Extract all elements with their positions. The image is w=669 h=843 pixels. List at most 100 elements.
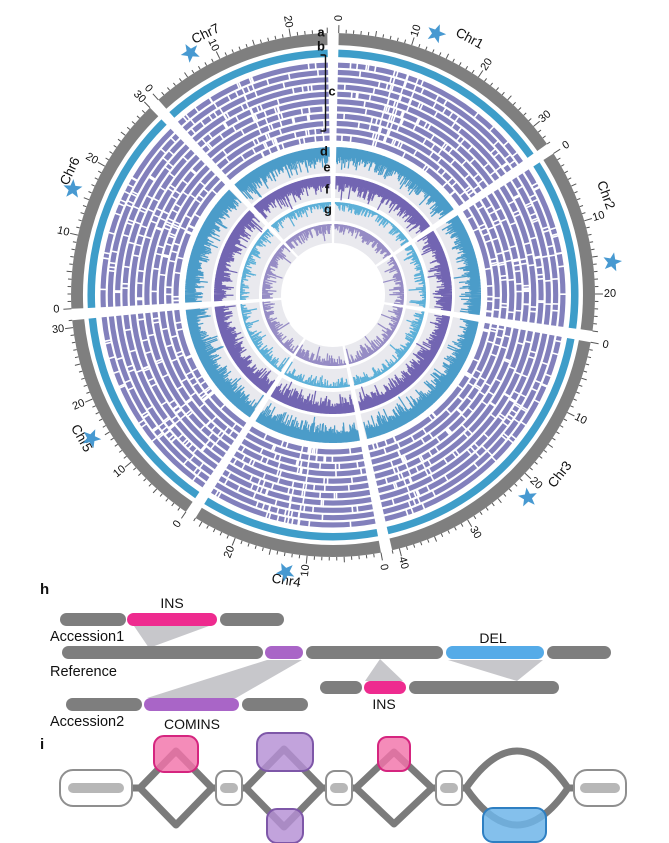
chromosome-sector-Chr4: 0 10 20 Chr4 (193, 339, 390, 590)
accession-ring (100, 128, 175, 308)
ideogram-ring (195, 507, 381, 558)
star-marker (180, 44, 200, 63)
histogram-track-e (417, 230, 453, 312)
node-sequence-bar (68, 783, 124, 793)
node-sequence-bar (580, 783, 620, 793)
sv-dash-marks (214, 433, 363, 528)
accession-ring (493, 189, 529, 322)
star-marker (603, 252, 623, 272)
node-sequence-bar (220, 783, 238, 793)
chromosome-label: Chr1 (453, 25, 486, 52)
tick-label: 0 (171, 518, 184, 530)
tick-label: 30 (51, 323, 65, 336)
histogram-track-e (213, 210, 263, 302)
histogram-track-g (262, 301, 299, 354)
sv-dash-marks (99, 137, 218, 302)
histogram-track-d (185, 308, 265, 418)
histogram-track-f (270, 201, 332, 233)
ideogram-ring (72, 319, 193, 512)
tick-label: 10 (111, 463, 128, 480)
histogram-track-g (345, 305, 403, 365)
panel-h-label: h (40, 581, 49, 598)
accession2-insertion-segment (364, 681, 406, 694)
panel-i-label: i (40, 736, 44, 753)
accession-ring (137, 154, 200, 306)
star-marker (517, 487, 537, 507)
node-sequence-bar (440, 783, 458, 793)
ins-alignment-triangle (134, 626, 209, 648)
accession-ring (226, 135, 330, 180)
accession-ring (226, 463, 371, 499)
tick-label: 10 (299, 564, 312, 577)
panel-h-sv-diagram: h INS Accession1 Reference DEL INS Acces… (40, 581, 611, 732)
track-c-bracket (320, 54, 327, 132)
chromosome-label: Chr2 (594, 179, 618, 212)
tick-marks (193, 517, 383, 564)
accession-ring (234, 451, 368, 484)
accession2-segment (242, 698, 308, 711)
tick-label: 10 (572, 411, 588, 427)
histogram-track-f (352, 311, 425, 386)
ideogram-ring (71, 107, 159, 309)
star-marker (82, 429, 102, 449)
track-f-background (349, 308, 425, 386)
histogram-track-g (261, 244, 292, 300)
synteny-ring (87, 119, 167, 309)
chromosome-label: Chr6 (57, 155, 83, 188)
track-f-background (240, 302, 292, 372)
accession-ring (241, 438, 365, 470)
tick-label: 30 (536, 108, 553, 125)
synteny-ring (204, 497, 378, 541)
sv-dash-marks (371, 327, 562, 516)
tick-marks (63, 101, 151, 310)
chromosome-sector-Chr2: 0 10 20 Chr2 (376, 139, 623, 333)
accession-ring (524, 169, 566, 327)
accession2-segment (66, 698, 142, 711)
histogram-track-f (240, 303, 290, 373)
accession1-segment (60, 613, 126, 626)
histogram-track-e (335, 175, 431, 234)
track-label-g: g (324, 201, 332, 216)
tick-marks (152, 27, 328, 101)
tick-label: 20 (281, 15, 295, 29)
chromosome-label: Chr3 (545, 458, 575, 490)
tick-label: 20 (71, 397, 87, 413)
accession-ring (214, 482, 375, 521)
tick-label: 20 (478, 56, 495, 73)
accession-ring (212, 113, 330, 164)
accession-ring (151, 165, 210, 305)
tick-label: 10 (591, 209, 606, 224)
tick-label: 40 (396, 556, 411, 571)
reference-label: Reference (50, 664, 117, 680)
star-marker (275, 563, 295, 582)
accession-ring-stack (177, 62, 330, 180)
ideogram-ring (543, 153, 595, 331)
accession-ring (469, 204, 500, 318)
comins-variant-box (266, 808, 304, 843)
star-marker (427, 24, 447, 44)
accession-ring (129, 149, 195, 306)
histogram-track-d (184, 189, 242, 303)
reference-segment (62, 646, 263, 659)
histogram-track-g (295, 344, 347, 367)
accession-ring (487, 193, 522, 321)
accession-ring (207, 106, 329, 159)
tick-label: 0 (333, 15, 345, 21)
synteny-ring (533, 162, 579, 329)
histogram-track-f (403, 244, 427, 308)
tick-label: 0 (560, 139, 572, 152)
track-f-background (239, 228, 282, 300)
histogram-track-f (239, 228, 274, 301)
histogram-track-e (253, 175, 331, 220)
track-f-background (271, 202, 332, 240)
accession-ring (481, 197, 515, 320)
reference-segment (306, 646, 443, 659)
tick-label: 10 (205, 37, 221, 53)
track-e-background (214, 304, 279, 394)
histogram-track-g (382, 256, 405, 305)
histogram-track-e (214, 305, 276, 394)
